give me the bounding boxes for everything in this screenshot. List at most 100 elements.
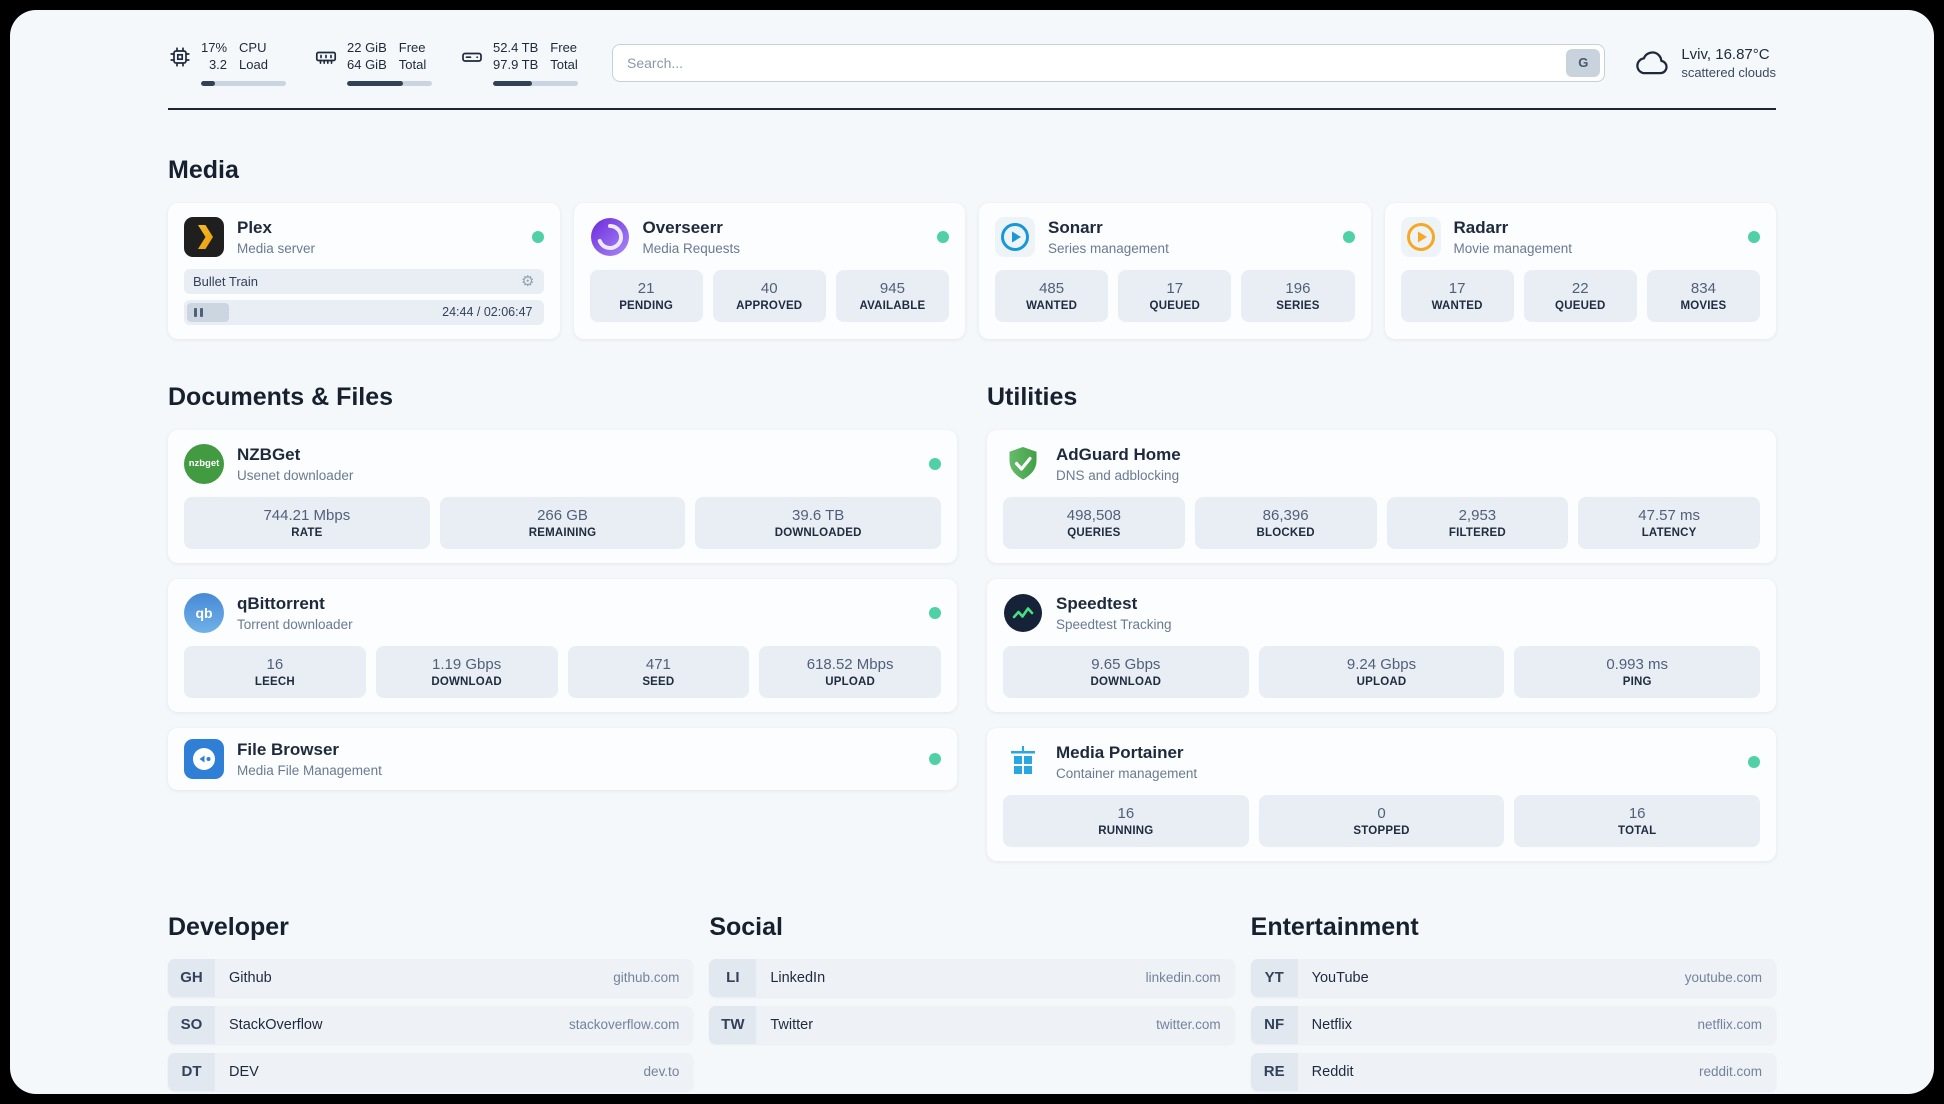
stat-seed: 471 SEED bbox=[567, 645, 750, 698]
stat-downloaded: 39.6 TB DOWNLOADED bbox=[695, 496, 942, 549]
pause-button[interactable] bbox=[187, 302, 229, 322]
stat-wanted: 485 WANTED bbox=[995, 269, 1109, 322]
bookmark-url: netflix.com bbox=[1697, 1017, 1762, 1033]
cloud-icon bbox=[1635, 45, 1671, 81]
sonarr-icon bbox=[995, 216, 1035, 257]
bookmark-url: github.com bbox=[613, 970, 680, 986]
memory-usage-widget: 22 GiB 64 GiB Free Total bbox=[314, 40, 432, 86]
stat-label: DOWNLOAD bbox=[1090, 675, 1162, 688]
disk-label-secondary: Total bbox=[550, 56, 578, 72]
stat-label: SERIES bbox=[1276, 299, 1320, 312]
stat-value: 16 bbox=[266, 655, 284, 673]
status-dot-online bbox=[1342, 230, 1355, 243]
memory-value-secondary: 64 GiB bbox=[347, 56, 387, 72]
cpu-label: CPU bbox=[239, 40, 267, 55]
app-card-adguard[interactable]: AdGuard Home DNS and adblocking 498,508 … bbox=[987, 429, 1776, 563]
app-card-portainer[interactable]: Media Portainer Container management 16 … bbox=[987, 727, 1776, 861]
stat-value: 0.993 ms bbox=[1606, 655, 1669, 673]
bookmark-reddit[interactable]: RE Reddit reddit.com bbox=[1250, 1052, 1776, 1091]
stat-label: QUERIES bbox=[1067, 526, 1121, 539]
app-description: Media File Management bbox=[237, 762, 382, 778]
bookmark-url: twitter.com bbox=[1156, 1017, 1221, 1033]
app-card-plex[interactable]: Plex Media server Bullet Train ⚙ bbox=[168, 202, 560, 339]
app-name: Plex bbox=[237, 217, 272, 237]
cpu-icon bbox=[168, 45, 192, 69]
now-playing-title: Bullet Train bbox=[193, 273, 259, 289]
bookmark-stackoverflow[interactable]: SO StackOverflow stackoverflow.com bbox=[168, 1005, 694, 1044]
disk-progress-fill bbox=[493, 80, 533, 86]
stat-value: 196 bbox=[1285, 279, 1311, 297]
search-input[interactable] bbox=[612, 43, 1606, 82]
app-name: File Browser bbox=[237, 739, 340, 759]
app-description: Speedtest Tracking bbox=[1056, 616, 1172, 632]
app-card-sonarr[interactable]: Sonarr Series management 485 WANTED 17 Q… bbox=[979, 202, 1371, 339]
bookmark-youtube[interactable]: YT YouTube youtube.com bbox=[1250, 958, 1776, 997]
app-name: Overseerr bbox=[642, 217, 723, 237]
stat-value: 485 bbox=[1039, 279, 1065, 297]
app-card-speedtest[interactable]: Speedtest Speedtest Tracking 9.65 Gbps D… bbox=[987, 578, 1776, 712]
bookmark-url: youtube.com bbox=[1684, 970, 1762, 986]
app-card-qbittorrent[interactable]: qb qBittorrent Torrent downloader 16 bbox=[168, 578, 957, 712]
app-description: DNS and adblocking bbox=[1056, 467, 1180, 483]
stat-value: 86,396 bbox=[1262, 506, 1309, 524]
cpu-value-secondary: 3.2 bbox=[208, 56, 228, 72]
stat-value: 21 bbox=[637, 279, 655, 297]
cpu-usage-widget: 17% 3.2 CPU Load bbox=[168, 40, 286, 86]
app-description: Torrent downloader bbox=[237, 616, 353, 632]
disk-usage-widget: 52.4 TB 97.9 TB Free Total bbox=[460, 40, 578, 86]
stat-label: LATENCY bbox=[1641, 526, 1697, 539]
bookmark-linkedin[interactable]: LI LinkedIn linkedin.com bbox=[709, 958, 1235, 997]
plex-now-playing: Bullet Train ⚙ 24:44 / 02:06:47 bbox=[184, 268, 544, 325]
app-card-radarr[interactable]: Radarr Movie management 17 WANTED 22 QUE… bbox=[1384, 202, 1776, 339]
playback-time: 24:44 / 02:06:47 bbox=[442, 305, 533, 320]
bookmark-name: StackOverflow bbox=[229, 1016, 323, 1033]
stat-label: QUEUED bbox=[1555, 299, 1606, 312]
section-title-media: Media bbox=[168, 155, 239, 184]
stat-label: WANTED bbox=[1431, 299, 1483, 312]
cpu-progress-bar bbox=[201, 80, 286, 86]
section-title-entertainment: Entertainment bbox=[1250, 912, 1419, 941]
stat-label: PENDING bbox=[619, 299, 673, 312]
stat-label: STOPPED bbox=[1353, 824, 1410, 837]
stat-value: 47.57 ms bbox=[1638, 506, 1700, 524]
memory-value: 22 GiB bbox=[347, 40, 387, 55]
playback-bar[interactable]: 24:44 / 02:06:47 bbox=[184, 299, 544, 325]
stat-approved: 40 APPROVED bbox=[712, 269, 826, 322]
stat-total: 16 TOTAL bbox=[1514, 794, 1761, 847]
stat-ping: 0.993 ms PING bbox=[1514, 645, 1761, 698]
gear-icon[interactable]: ⚙ bbox=[521, 272, 535, 290]
bookmark-dev[interactable]: DT DEV dev.to bbox=[168, 1052, 694, 1091]
bookmark-url: reddit.com bbox=[1698, 1064, 1762, 1080]
stat-value: 266 GB bbox=[537, 506, 588, 524]
app-card-nzbget[interactable]: nzbget NZBGet Usenet downloader 744.21 M… bbox=[168, 429, 957, 563]
radarr-icon bbox=[1400, 216, 1441, 257]
app-card-filebrowser[interactable]: File Browser Media File Management bbox=[168, 727, 957, 790]
stat-label: DOWNLOADED bbox=[774, 526, 862, 539]
stat-label: MOVIES bbox=[1680, 299, 1727, 312]
stat-label: RUNNING bbox=[1098, 824, 1154, 837]
app-description: Media Requests bbox=[642, 240, 741, 256]
app-name: Sonarr bbox=[1048, 217, 1103, 237]
bookmark-netflix[interactable]: NF Netflix netflix.com bbox=[1250, 1005, 1776, 1044]
bookmark-github[interactable]: GH Github github.com bbox=[168, 958, 694, 997]
stat-label: UPLOAD bbox=[825, 675, 875, 688]
stat-leech: 16 LEECH bbox=[184, 645, 366, 698]
bookmark-twitter[interactable]: TW Twitter twitter.com bbox=[709, 1005, 1235, 1044]
status-dot-online bbox=[929, 752, 941, 765]
app-card-overseerr[interactable]: Overseerr Media Requests 21 PENDING 40 A… bbox=[573, 202, 965, 339]
section-title-social: Social bbox=[709, 912, 783, 941]
status-dot-online bbox=[531, 230, 544, 243]
speedtest-icon bbox=[1003, 593, 1043, 633]
stat-stopped: 0 STOPPED bbox=[1258, 794, 1505, 847]
disk-icon bbox=[460, 45, 484, 69]
portainer-icon bbox=[1003, 742, 1043, 782]
section-media: Media Plex Medi bbox=[168, 156, 1776, 339]
bookmark-abbr: SO bbox=[168, 1005, 215, 1044]
stat-value: 9.24 Gbps bbox=[1346, 655, 1417, 673]
stat-label: SEED bbox=[642, 675, 675, 688]
bookmark-name: Netflix bbox=[1311, 1016, 1352, 1033]
stat-label: APPROVED bbox=[736, 299, 803, 312]
stat-value: 471 bbox=[645, 655, 671, 673]
search-engine-button[interactable]: G bbox=[1566, 48, 1601, 77]
app-name: Media Portainer bbox=[1056, 742, 1184, 762]
